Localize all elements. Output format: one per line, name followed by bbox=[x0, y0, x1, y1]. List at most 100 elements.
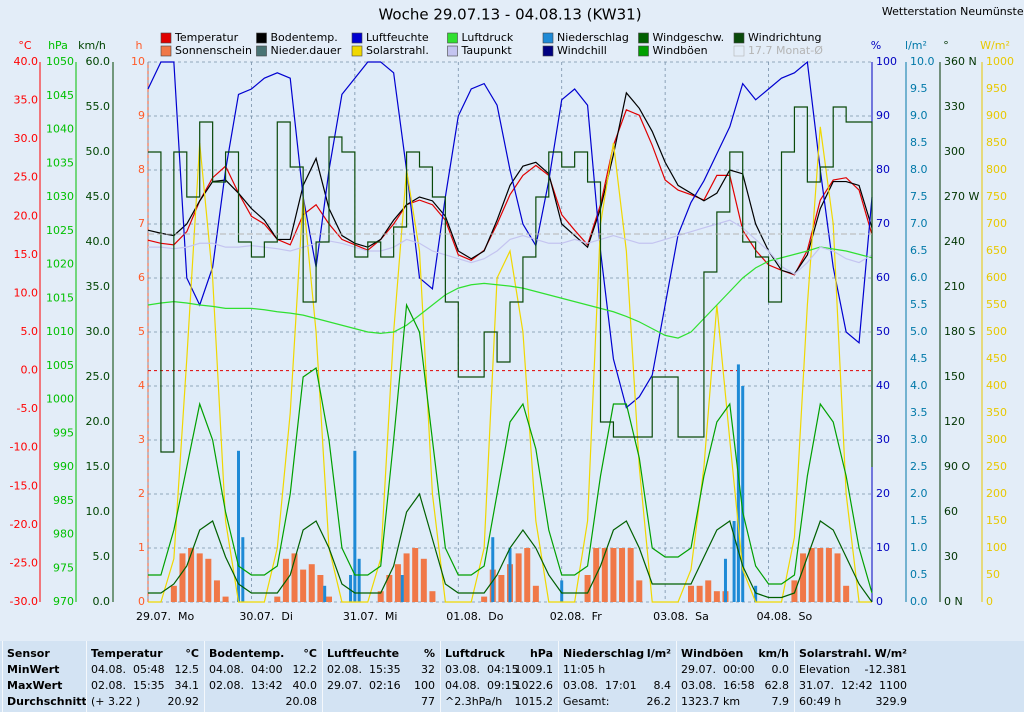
y-tick-label: 9.5 bbox=[910, 82, 928, 95]
cell-value: 12.5 bbox=[174, 663, 200, 676]
y-tick-label: 6.5 bbox=[910, 244, 928, 257]
bar bbox=[524, 548, 531, 602]
x-tick-label: 30.07. Di bbox=[239, 610, 293, 623]
y-tick-label: 990 bbox=[53, 460, 74, 473]
y-tick-label: 40 bbox=[876, 379, 890, 392]
y-tick-label: 1000 bbox=[46, 393, 74, 406]
table-column: Luftfeuchte% 02.08. 15:35 32 29.07. 02:16 10… bbox=[322, 641, 441, 712]
y-tick-label: 210 bbox=[944, 280, 965, 293]
bar bbox=[584, 575, 591, 602]
y-tick-label: 1030 bbox=[46, 190, 74, 203]
bar bbox=[696, 585, 703, 602]
y-tick-label: 900 bbox=[986, 109, 1007, 122]
table-cell: 77 bbox=[327, 695, 435, 711]
table-cell: 02.08. 15:35 32 bbox=[327, 663, 435, 679]
cell-text: 1323.7 km bbox=[681, 695, 741, 708]
table-column: Windböen km/h 29.07. 00:00 0.0 03.08. 16:58 6… bbox=[676, 641, 795, 712]
y-tick-label: 50 bbox=[986, 568, 1000, 581]
bar bbox=[196, 553, 203, 602]
legend-swatch bbox=[351, 32, 363, 44]
y-tick-label: 70 bbox=[876, 217, 890, 230]
y-tick-label: 985 bbox=[53, 494, 74, 507]
bar bbox=[610, 548, 617, 602]
table-cell: Luftfeuchte% bbox=[327, 647, 435, 663]
bar bbox=[300, 569, 307, 602]
cell-text: Temperatur bbox=[91, 647, 163, 660]
y-tick-label: -20.0 bbox=[10, 518, 38, 531]
cell-value: 1100 bbox=[879, 679, 907, 692]
y-tick-label: 1.0 bbox=[910, 541, 928, 554]
cell-value: hPa bbox=[529, 647, 553, 660]
y-tick-label: 10 bbox=[131, 55, 145, 68]
y-tick-label: 600 bbox=[986, 271, 1007, 284]
chart: Woche 29.07.13 - 04.08.13 (KW31) Wetters… bbox=[10, 5, 1024, 623]
y-tick-label: 400 bbox=[986, 379, 1007, 392]
legend-label: Luftdruck bbox=[462, 31, 514, 44]
y-tick-label: 0.0 bbox=[93, 595, 111, 608]
table-cell: 04.08. 09:15 1022.6 bbox=[445, 679, 553, 695]
legend-swatch bbox=[733, 32, 745, 44]
cell-text: 29.07. 02:16 bbox=[327, 679, 401, 692]
y-tick-label: 7.5 bbox=[910, 190, 928, 203]
cell-text: 04.08. 09:15 bbox=[445, 679, 519, 692]
cell-text: 02.08. 13:42 bbox=[209, 679, 283, 692]
y-tick-label: 270 W bbox=[944, 190, 979, 203]
cell-value: 20.92 bbox=[167, 695, 200, 708]
bar bbox=[429, 591, 436, 602]
table-cell: 02.08. 15:35 34.1 bbox=[91, 679, 199, 695]
table-cell: 04.08. 05:48 12.5 bbox=[91, 663, 199, 679]
cell-text: Luftdruck bbox=[445, 647, 505, 660]
y-tick-label: 1000 bbox=[986, 55, 1014, 68]
y-tick-label: 500 bbox=[986, 325, 1007, 338]
y-tick-label: 350 bbox=[986, 406, 1007, 419]
legend-label: Luftfeuchte bbox=[366, 31, 429, 44]
bar bbox=[274, 596, 281, 602]
bar bbox=[291, 553, 298, 602]
bar bbox=[403, 553, 410, 602]
y-tick-label: 200 bbox=[986, 487, 1007, 500]
table-cell: Elevation -12.381 bbox=[799, 663, 907, 679]
cell-value: 100 bbox=[414, 679, 435, 692]
chart-title: Woche 29.07.13 - 04.08.13 (KW31) bbox=[378, 6, 641, 24]
table-cell: Gesamt: 26.2 bbox=[563, 695, 671, 711]
series-line bbox=[148, 219, 873, 275]
y-tick-label: 15.0 bbox=[86, 460, 111, 473]
table-cell: 03.08. 16:58 62.8 bbox=[681, 679, 789, 695]
cell-value: 62.8 bbox=[764, 679, 790, 692]
y-tick-label: 9.0 bbox=[910, 109, 928, 122]
y-tick-label: 0 bbox=[138, 595, 145, 608]
table-cell: MaxWert bbox=[7, 679, 81, 695]
cell-value: 26.2 bbox=[646, 695, 672, 708]
legend-swatch bbox=[638, 45, 649, 57]
y-tick-label: 950 bbox=[986, 82, 1007, 95]
table-cell: 31.07. 12:42 1100 bbox=[799, 679, 907, 695]
y-tick-label: 5.0 bbox=[93, 550, 111, 563]
table-column: Solarstrahl. W/m² Elevation -12.381 31.07. 1… bbox=[794, 641, 913, 712]
cell-value: 1009.1 bbox=[514, 663, 554, 676]
cell-value: 0.0 bbox=[771, 663, 790, 676]
bar bbox=[713, 591, 720, 602]
bar bbox=[179, 553, 186, 602]
table-cell: 1323.7 km 7.9 bbox=[681, 695, 789, 711]
cell-value: 32 bbox=[421, 663, 435, 676]
bar bbox=[353, 450, 357, 602]
y-tick-label: 750 bbox=[986, 190, 1007, 203]
cell-value: 7.9 bbox=[771, 695, 790, 708]
y-tick-label: 700 bbox=[986, 217, 1007, 230]
axis-title: hPa bbox=[48, 39, 68, 52]
bar bbox=[601, 548, 608, 602]
table-cell: Niederschlag l/m² bbox=[563, 647, 671, 663]
cell-text: Sensor bbox=[7, 647, 50, 660]
legend-swatch bbox=[256, 32, 267, 44]
table-cell: Solarstrahl. W/m² bbox=[799, 647, 907, 663]
y-tick-label: 1 bbox=[138, 541, 145, 554]
cell-value: 1015.2 bbox=[514, 695, 554, 708]
y-tick-label: 0 N bbox=[944, 595, 963, 608]
y-tick-label: 35.0 bbox=[14, 94, 39, 107]
y-tick-label: 60 bbox=[876, 271, 890, 284]
bar bbox=[627, 548, 634, 602]
table-column: Niederschlag l/m² 11:05 h 03.08. 17:01 8.4 Ge… bbox=[558, 641, 677, 712]
y-tick-label: 20.0 bbox=[14, 209, 39, 222]
y-tick-label: 995 bbox=[53, 426, 74, 439]
series-line bbox=[147, 246, 873, 339]
